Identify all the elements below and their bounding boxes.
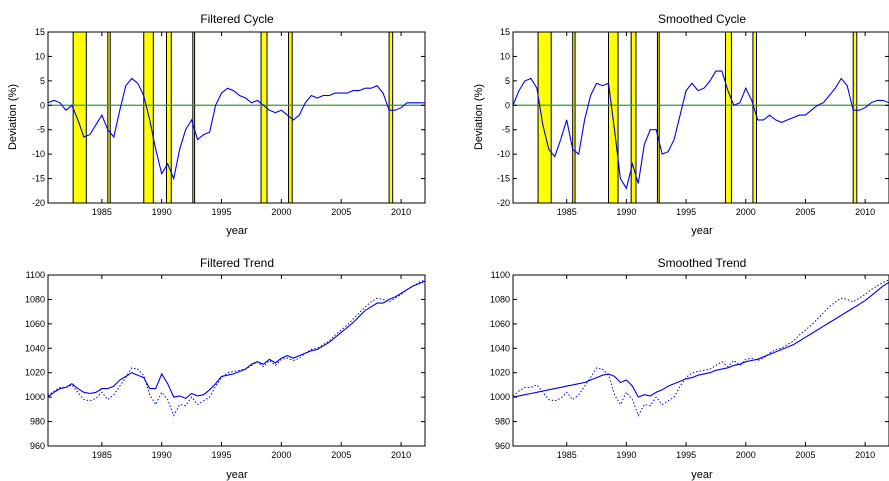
chart-title: Filtered Cycle xyxy=(200,12,274,26)
panel-filtered-trend: Filtered Trend 1985 1990 1995 2000 2005 2010 9… xyxy=(25,256,426,481)
x-tick-label: 1990 xyxy=(616,207,636,217)
y-tick-label: 10 xyxy=(500,51,510,61)
x-axis-label: year xyxy=(691,225,713,237)
x-tick-label: 1990 xyxy=(152,450,172,460)
chart-title: Smoothed Cycle xyxy=(658,12,746,26)
series-line-dotted xyxy=(512,279,889,417)
y-tick-label: 15 xyxy=(500,27,510,37)
recession-band xyxy=(724,31,732,204)
recession-band xyxy=(752,31,758,204)
y-tick-label: 1040 xyxy=(490,343,510,353)
panel-smoothed-trend: Smoothed Trend 1985 1990 1995 2000 2005 2010 9… xyxy=(490,256,889,481)
series-line xyxy=(512,281,889,398)
recession-band xyxy=(165,31,172,204)
axes-frame xyxy=(512,31,889,204)
y-tick-label: 1020 xyxy=(490,368,510,378)
y-tick-label: -5 xyxy=(37,125,45,135)
x-tick-label: 1990 xyxy=(152,207,172,217)
recession-band xyxy=(72,31,87,204)
plot-area-filtered-trend: 1985 1990 1995 2000 2005 2010 960 980 1000 1020 10… xyxy=(25,270,426,460)
x-axis-label: year xyxy=(691,469,713,481)
x-tick-label: 2000 xyxy=(271,207,291,217)
recession-band xyxy=(260,31,268,204)
y-tick-label: 1080 xyxy=(490,294,510,304)
recession-band xyxy=(107,31,111,204)
axes-frame xyxy=(47,31,426,204)
x-tick-label: 2005 xyxy=(795,207,815,217)
axes-frame xyxy=(512,274,889,447)
y-tick-label: 960 xyxy=(495,441,510,451)
y-tick-label: 1080 xyxy=(25,294,45,304)
y-tick-label: -10 xyxy=(497,149,510,159)
y-tick-label: -20 xyxy=(497,198,510,208)
y-tick-label: 1020 xyxy=(25,368,45,378)
y-tick-label: 1000 xyxy=(490,392,510,402)
x-axis-label: year xyxy=(226,469,248,481)
y-tick-label: 5 xyxy=(40,76,45,86)
x-tick-label: 2005 xyxy=(795,450,815,460)
x-tick-label: 2005 xyxy=(331,207,351,217)
y-tick-label: 15 xyxy=(35,27,45,37)
x-tick-label: 1985 xyxy=(557,450,577,460)
x-tick-label: 1995 xyxy=(212,450,232,460)
x-tick-label: 2010 xyxy=(391,207,411,217)
y-tick-label: 980 xyxy=(30,417,45,427)
recession-band xyxy=(852,31,858,204)
y-tick-label: 10 xyxy=(35,51,45,61)
x-tick-label: 2010 xyxy=(855,207,875,217)
y-tick-label: 980 xyxy=(495,417,510,427)
x-tick-label: 2010 xyxy=(391,450,411,460)
x-tick-label: 2010 xyxy=(855,450,875,460)
plot-area-smoothed-cycle: 1985 1990 1995 2000 2005 2010 -20 -15 -10 -5 0 5 10 1… xyxy=(497,27,889,217)
y-tick-label: -10 xyxy=(32,149,45,159)
x-tick-label: 1990 xyxy=(616,450,636,460)
recession-band xyxy=(192,31,196,204)
recession-band xyxy=(143,31,154,204)
x-tick-label: 1995 xyxy=(212,207,232,217)
y-tick-label: 5 xyxy=(505,76,510,86)
recession-band xyxy=(388,31,394,204)
y-tick-label: -5 xyxy=(502,125,510,135)
y-tick-label: -20 xyxy=(32,198,45,208)
recession-band xyxy=(572,31,576,204)
y-tick-label: 1000 xyxy=(25,392,45,402)
y-tick-label: 1060 xyxy=(490,319,510,329)
x-tick-label: 2005 xyxy=(331,450,351,460)
panel-filtered-cycle: Filtered Cycle 1985 1990 1995 2000 2005 2010 -… xyxy=(7,12,426,237)
y-tick-label: 1040 xyxy=(25,343,45,353)
x-tick-label: 2000 xyxy=(271,450,291,460)
x-tick-label: 2000 xyxy=(736,450,756,460)
series-line-dotted xyxy=(47,279,426,417)
y-axis-label: Deviation (%) xyxy=(7,84,19,150)
x-tick-label: 1985 xyxy=(92,450,112,460)
recession-band xyxy=(656,31,660,204)
x-tick-label: 2000 xyxy=(736,207,756,217)
series-line xyxy=(47,280,426,400)
y-tick-label: 1100 xyxy=(491,270,510,280)
y-axis-label: Deviation (%) xyxy=(473,84,485,150)
y-tick-label: 1060 xyxy=(25,319,45,329)
chart-title: Smoothed Trend xyxy=(658,256,747,270)
series-line xyxy=(512,70,889,190)
series-line xyxy=(47,77,425,181)
y-tick-label: 0 xyxy=(505,100,510,110)
recession-band xyxy=(537,31,552,204)
x-axis-label: year xyxy=(226,225,248,237)
y-tick-label: 1100 xyxy=(26,270,45,280)
plot-area-smoothed-trend: 1985 1990 1995 2000 2005 2010 960 980 1000 1020 10… xyxy=(490,270,889,460)
plot-area-filtered-cycle: 1985 1990 1995 2000 2005 2010 -20 -15 -10 -5 0 5 10 1… xyxy=(32,27,426,217)
y-tick-label: 960 xyxy=(30,441,45,451)
x-tick-label: 1985 xyxy=(557,207,577,217)
x-tick-label: 1995 xyxy=(676,450,696,460)
y-tick-label: -15 xyxy=(32,174,45,184)
x-tick-label: 1985 xyxy=(92,207,112,217)
axes-frame xyxy=(47,274,426,447)
chart-title: Filtered Trend xyxy=(200,256,274,270)
y-tick-label: -15 xyxy=(497,174,510,184)
panel-smoothed-cycle: Smoothed Cycle 1985 1990 1995 2000 2005 2010 -… xyxy=(473,12,889,237)
recession-band xyxy=(630,31,637,204)
x-tick-label: 1995 xyxy=(676,207,696,217)
y-tick-label: 0 xyxy=(40,100,45,110)
